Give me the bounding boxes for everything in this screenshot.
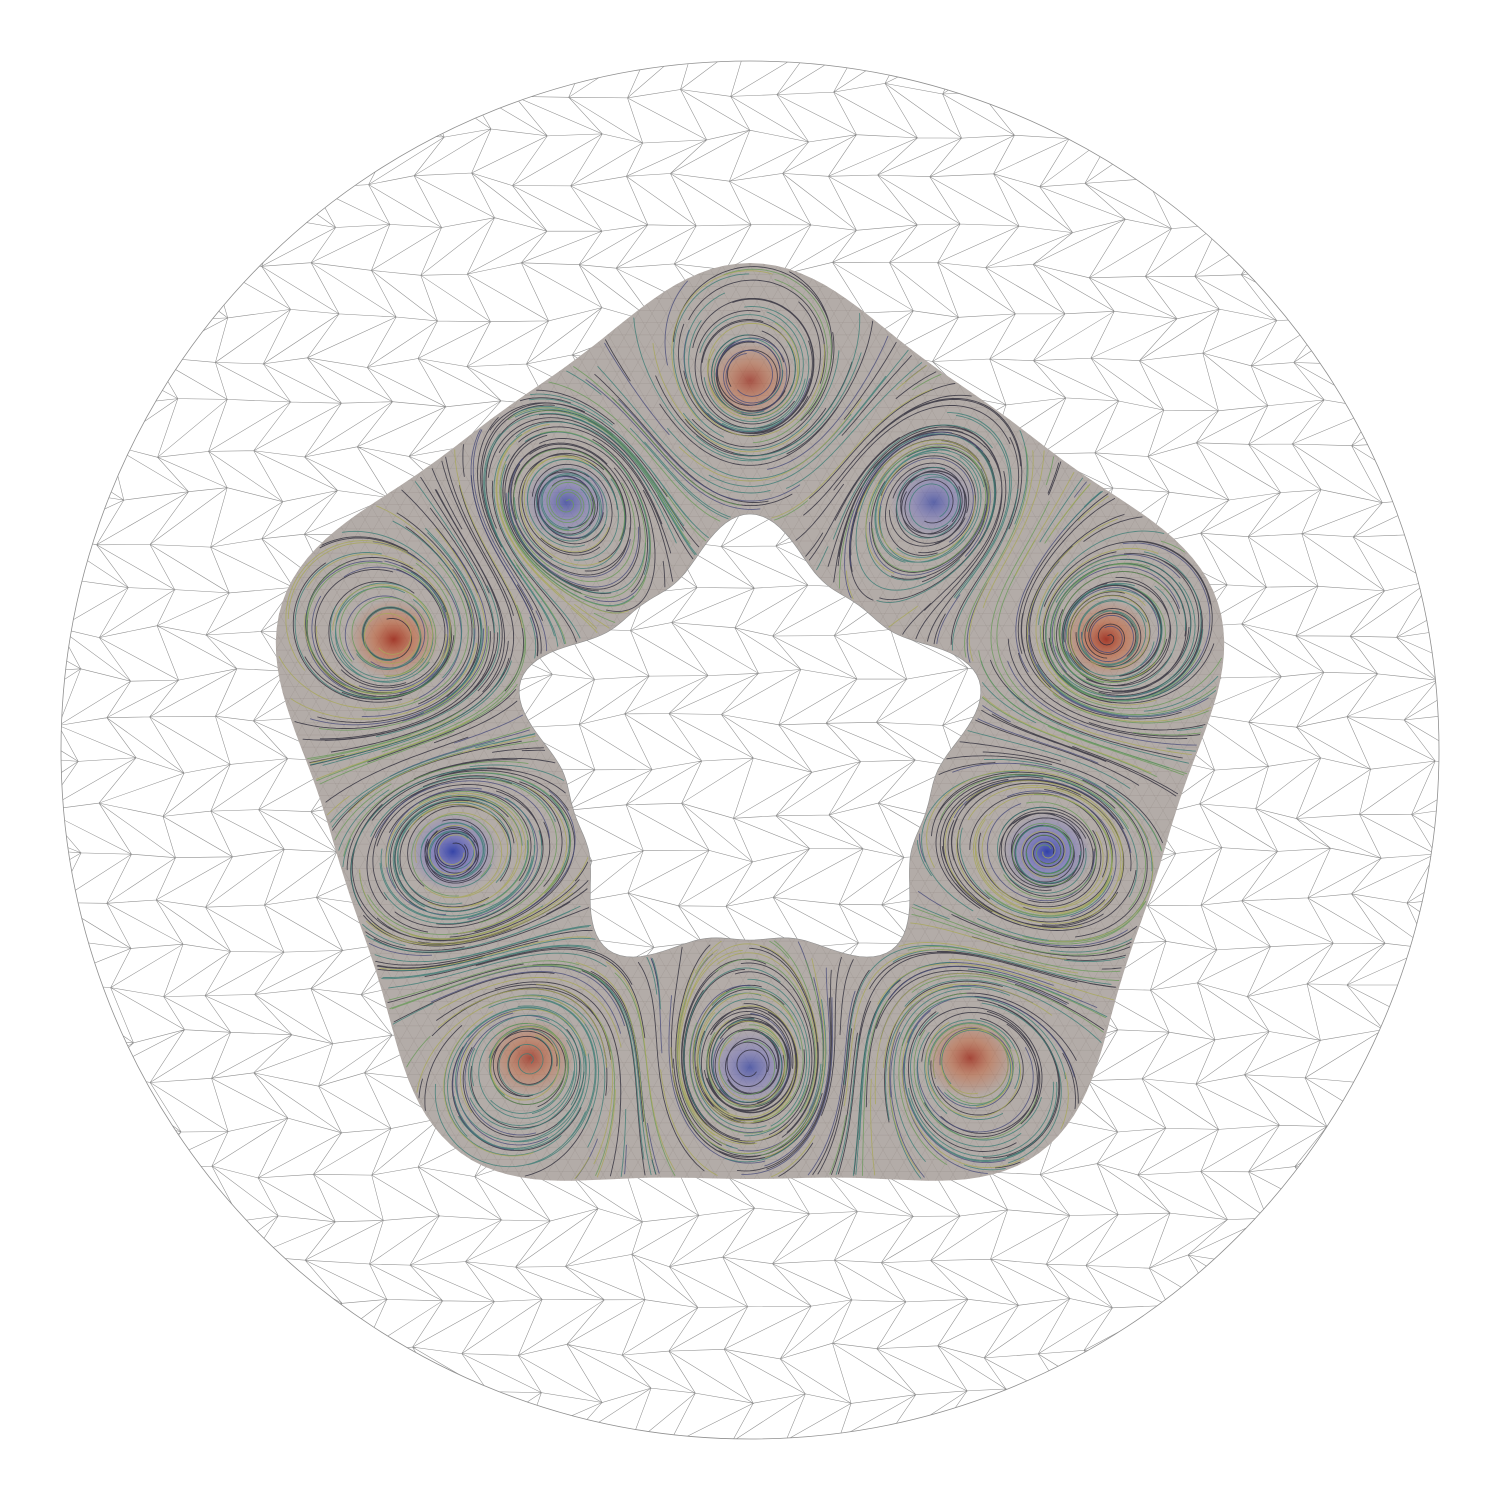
vortex-spot-negative bbox=[704, 1027, 796, 1108]
domain-boundary-circle bbox=[60, 60, 1440, 1440]
vortex-spot-positive bbox=[347, 599, 440, 680]
vortex-spot-negative bbox=[1001, 811, 1094, 892]
streamline-set bbox=[278, 270, 1211, 1180]
streamlines bbox=[278, 266, 1222, 1180]
inner-pentagon-hole bbox=[518, 513, 982, 958]
streamline-set bbox=[305, 268, 1222, 1176]
vortex-spot-positive bbox=[924, 1018, 1017, 1098]
vortex-spot-positive bbox=[483, 1018, 576, 1098]
